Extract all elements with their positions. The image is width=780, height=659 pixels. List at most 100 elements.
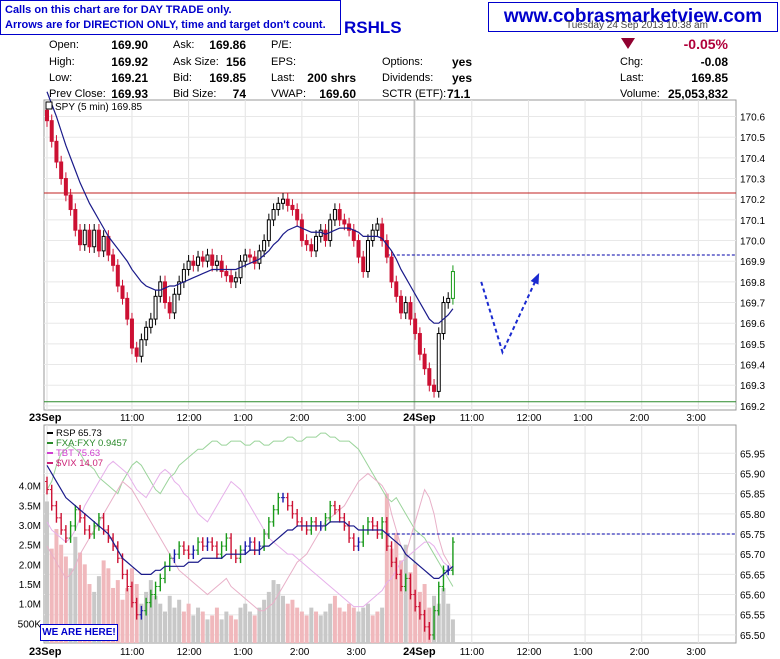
volume-bar [266,591,271,643]
volume-tick-label: 3.5M [19,501,41,512]
sctr-value: 71.1 [447,87,471,101]
prev-close-value: 169.93 [111,87,148,101]
volume-bar [299,611,304,643]
x-tick-label: 11:00 [120,647,145,658]
y-tick-label: 169.8 [740,278,765,289]
x-tick-label: 2:00 [290,413,310,424]
candle-body [276,202,281,211]
volume-bar [323,611,328,643]
y-tick-label: 170.0 [740,237,765,248]
plot-frame [43,99,737,411]
volume-bar [347,603,352,643]
y-tick-label: 65.55 [740,611,765,622]
volume-bar [214,607,219,643]
candle-body [271,209,276,221]
volume-tick-label: 1.0M [19,600,41,611]
candle-body [257,250,262,264]
quote-date: Tuesday 24 Sep 2013 10:38 am [566,20,708,31]
y-tick-label: 170.6 [740,113,765,124]
candle-body [347,223,352,231]
legend-label-0: RSP 65.73 [56,428,102,439]
candle-body [247,254,252,258]
candle-body [63,178,68,196]
candle-body [342,219,347,225]
volume-bar [238,607,243,643]
x-tick-label: 1:00 [233,647,253,658]
volume-bar [243,603,248,643]
volume-bar [271,580,276,643]
volume-bar [342,611,347,643]
candle-body [262,240,267,252]
x-tick-label: 24Sep [403,412,436,424]
volume-bar [63,556,68,643]
candle-body [328,219,333,242]
candle-body [309,244,314,252]
y-tick-label: 170.5 [740,133,765,144]
prev-close-label: Prev Close: [49,88,106,100]
volume-bar [229,615,234,643]
candle-body [101,235,106,252]
candle-body [356,240,361,258]
legend-label-3: $VIX 14.07 [56,458,103,469]
volume-bar [314,611,319,643]
candle-body [186,260,191,270]
volume-tick-label: 4.0M [19,482,41,493]
candle-body [115,264,120,287]
we-are-here-label: WE ARE HERE! [40,624,118,641]
candle-body [172,293,177,314]
volume-tick-label: 1.5M [19,580,41,591]
y-tick-label: 169.4 [740,361,765,372]
volume-bar [219,619,224,643]
x-tick-label: 12:00 [177,647,202,658]
x-tick-label: 1:00 [573,647,593,658]
ask-value: 169.86 [209,38,246,52]
chg-label: Chg: [620,56,644,68]
volume-bar [441,587,446,643]
volume-bar [285,603,290,643]
low-label: Low: [49,72,73,84]
volume-bar [120,599,125,643]
volume-bar [384,493,389,643]
volume-bar [257,607,262,643]
ticker-title: RSHLS [344,18,402,37]
volume-bar [262,599,267,643]
volume-bar [375,611,380,643]
candle-body [299,219,304,242]
candle-body [314,235,319,252]
candle-body [375,223,380,231]
candle-body [243,254,248,262]
volume-bar [45,501,49,643]
last-label: Last: [271,72,295,84]
legend-label-2: TBT 75.63 [56,448,100,459]
candle-body [361,256,366,273]
x-tick-label: 3:00 [686,647,706,658]
x-tick-label: 11:00 [460,647,485,658]
y-tick-label: 170.1 [740,216,765,227]
candle-body [177,281,182,295]
x-tick-label: 3:00 [347,413,367,424]
volume-bar [290,599,295,643]
high-value: 169.92 [111,55,148,69]
candle-body [167,302,172,314]
candle-body [281,198,285,204]
chart-panel-2: 65.50 65.55 65.60 65.65 65.70 65.75 65.80 65.85… [18,424,765,658]
x-tick-label: 23Sep [29,412,62,424]
candle-body [290,204,295,211]
volume-bar [337,607,342,643]
candle-body [200,256,205,262]
website-banner[interactable]: www.cobrasmarketview.com [488,2,778,32]
y-tick-label: 170.3 [740,175,765,186]
y-tick-label: 65.80 [740,510,765,521]
candle-body [229,275,234,283]
volume-bar [361,607,366,643]
bid-size-label: Bid Size: [173,88,217,100]
candle-body [351,229,356,242]
x-tick-label: 1:00 [573,413,593,424]
x-tick-label: 24Sep [403,646,436,658]
candle-body [380,223,385,242]
chg-value: -0.08 [700,55,728,69]
candle-body [295,209,300,221]
ask-label: Ask: [173,39,195,51]
pe-label: P/E: [271,39,292,51]
volume-bar [49,548,54,643]
